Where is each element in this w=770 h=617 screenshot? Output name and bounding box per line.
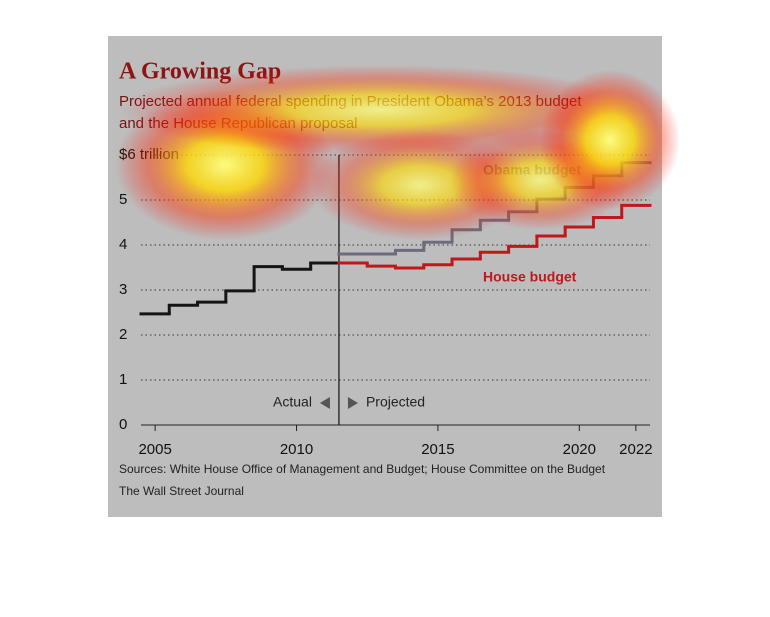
x-tick-label: 2010 <box>280 441 313 458</box>
annotation: Projected <box>366 394 425 410</box>
subtitle: and the House Republican proposal <box>119 115 358 132</box>
series-label: House budget <box>483 269 577 285</box>
x-tick-label: 2015 <box>421 441 454 458</box>
y-tick-label: 3 <box>119 281 127 298</box>
y-tick-label: $6 trillion <box>119 146 179 163</box>
subtitle: Projected annual federal spending in Pre… <box>119 93 582 110</box>
x-tick-label: 2020 <box>563 441 596 458</box>
y-tick-label: 4 <box>119 236 127 253</box>
arrow-right <box>347 397 358 409</box>
x-tick-label: 2022 <box>619 441 652 458</box>
y-tick-label: 1 <box>119 371 127 388</box>
annotation: Actual <box>273 394 312 410</box>
y-tick-label: 2 <box>119 326 127 343</box>
y-tick-label: 0 <box>119 416 127 433</box>
source-note: Sources: White House Office of Managemen… <box>119 462 606 476</box>
y-tick-label: 5 <box>119 191 127 208</box>
series-label: Obama budget <box>483 162 581 178</box>
arrow-left <box>319 397 330 409</box>
credit: The Wall Street Journal <box>119 484 244 498</box>
chart-title: A Growing Gap <box>119 59 281 85</box>
x-tick-label: 2005 <box>138 441 171 458</box>
